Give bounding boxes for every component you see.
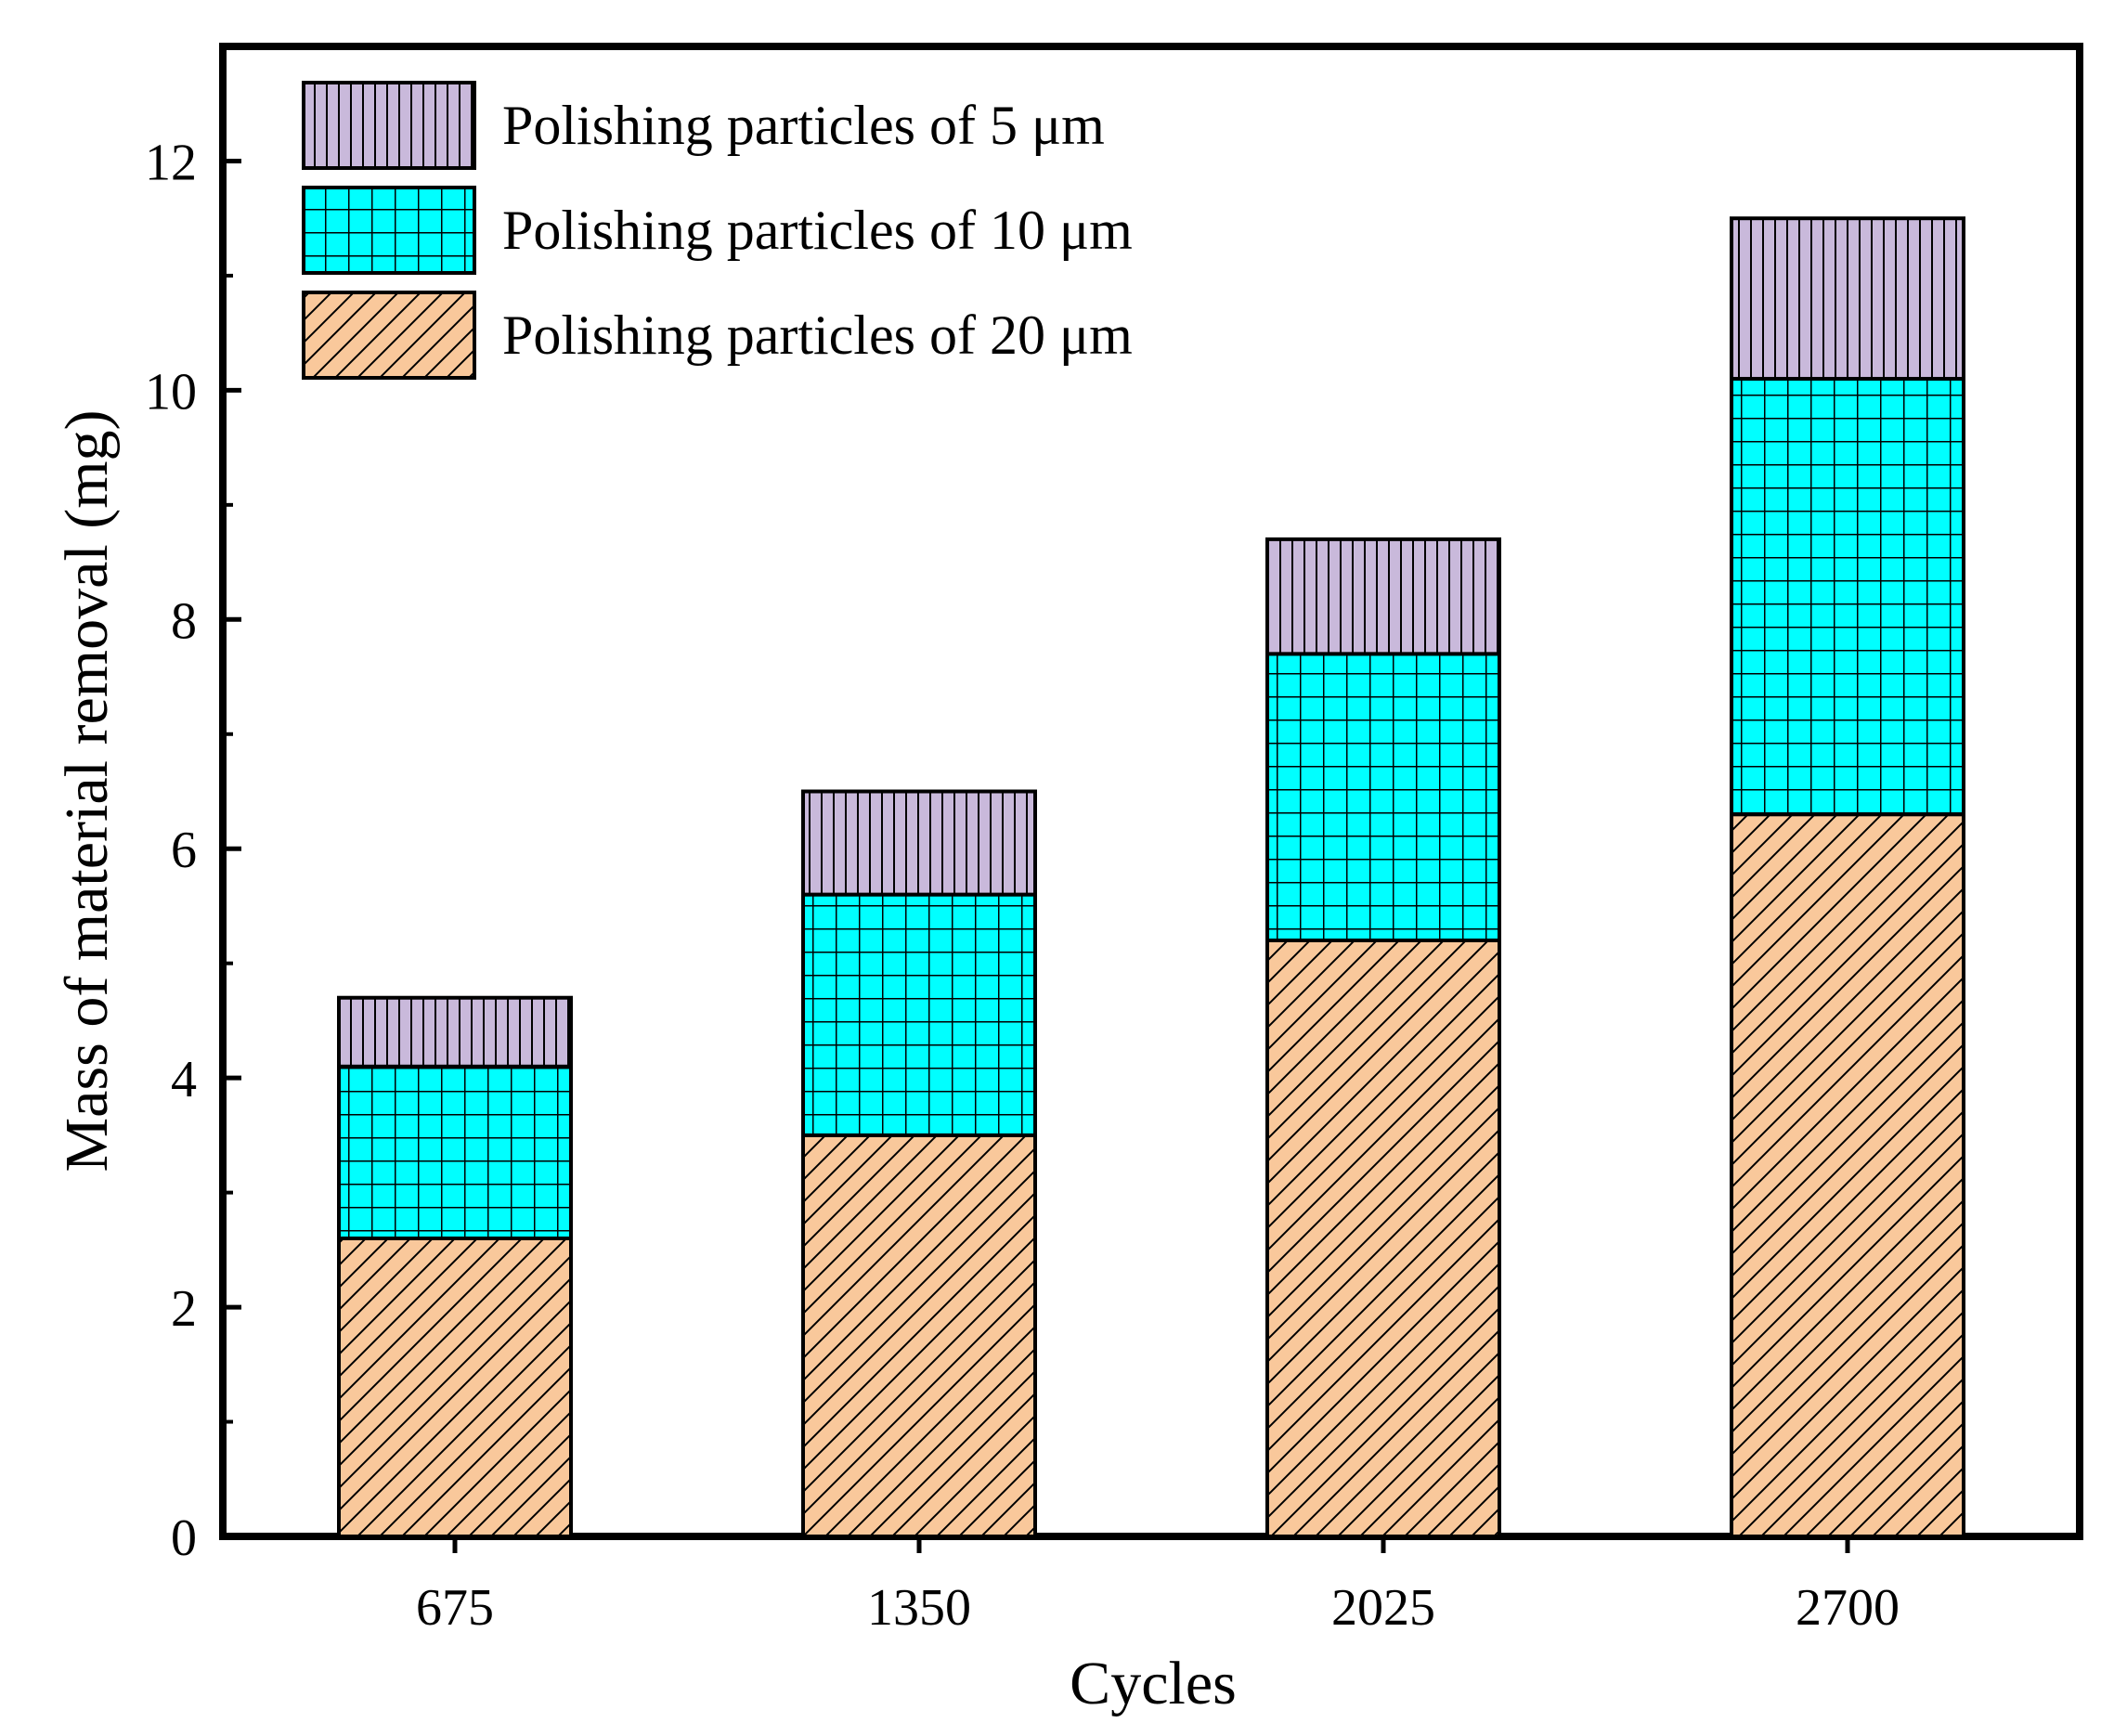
y-tick-label: 0: [171, 1509, 197, 1567]
x-tick-label: 1350: [867, 1579, 971, 1637]
bars: [337, 216, 1965, 1539]
legend-label: Polishing particles of 10 μm: [502, 200, 1133, 261]
bar-segment-1350-series-0: [801, 1133, 1037, 1539]
bar-segment-2025-series-2: [1265, 537, 1501, 656]
bar-segment-675-series-2: [337, 995, 573, 1069]
bar-segment-2700-series-1: [1730, 377, 1965, 817]
bar-segment-675-series-0: [337, 1237, 573, 1538]
y-tick-label: 12: [145, 134, 197, 191]
legend-swatch: [302, 186, 476, 275]
bar-segment-2025-series-1: [1265, 652, 1501, 942]
bar-segment-2700-series-2: [1730, 216, 1965, 382]
x-tick-label: 675: [416, 1579, 494, 1637]
y-tick-label: 2: [171, 1280, 197, 1338]
bar-segment-2700-series-0: [1730, 812, 1965, 1538]
bar-segment-2025-series-0: [1265, 939, 1501, 1538]
x-axis: 675 1350 2025 2700: [416, 1536, 1900, 1637]
legend-swatch: [302, 81, 476, 170]
plot-frame: [219, 43, 2083, 1540]
legend-label: Polishing particles of 20 μm: [502, 304, 1133, 366]
x-tick-label: 2700: [1796, 1579, 1900, 1637]
y-tick-label: 4: [171, 1051, 197, 1108]
x-axis-label: Cycles: [1070, 1650, 1237, 1717]
legend: Polishing particles of 5 μm Polishing par…: [302, 81, 1133, 380]
y-axis-label: Mass of material removal (mg): [53, 409, 121, 1172]
y-tick-label: 8: [171, 592, 197, 650]
bar-segment-1350-series-1: [801, 892, 1037, 1137]
x-tick-label: 2025: [1331, 1579, 1435, 1637]
y-tick-label: 6: [171, 822, 197, 879]
legend-label: Polishing particles of 5 μm: [502, 95, 1105, 156]
bar-segment-1350-series-2: [801, 789, 1037, 897]
y-tick-label: 10: [145, 363, 197, 421]
legend-swatch: [302, 291, 476, 380]
bar-segment-675-series-1: [337, 1064, 573, 1241]
y-axis: 0 2 4 6 8 10 12: [145, 134, 241, 1567]
